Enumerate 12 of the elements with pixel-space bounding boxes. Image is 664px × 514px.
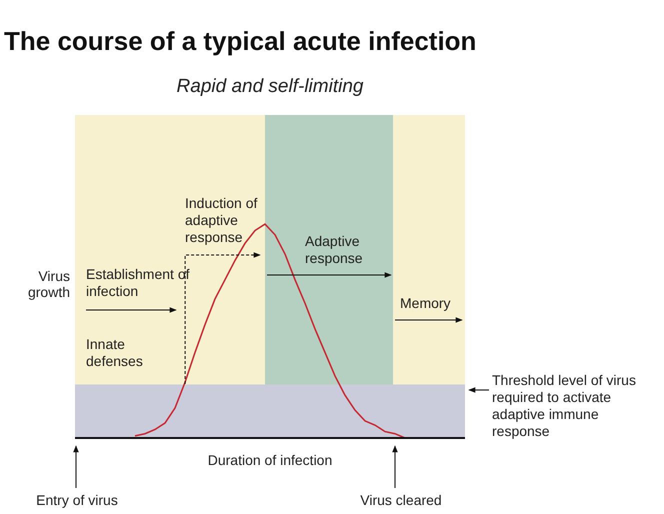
chart-subtitle: Rapid and self-limiting (176, 76, 364, 98)
annotation: Memory (400, 295, 452, 312)
annotation: Adaptive response (305, 233, 364, 267)
text: Entry of virus (35, 492, 119, 509)
band-label: Threshold level of virus required to activate adaptive immune response (492, 372, 637, 440)
chart-title: The course of a typical acute infection (4, 26, 476, 57)
annotation: Establishment of infection (86, 266, 190, 300)
annotation: Induction of adaptive response (185, 195, 258, 246)
text: Virus cleared (359, 492, 443, 509)
y-axis-title: Virus growth (26, 268, 70, 300)
annotation: Innate defenses (86, 336, 144, 370)
x-axis-title: Duration of infection (206, 452, 334, 468)
